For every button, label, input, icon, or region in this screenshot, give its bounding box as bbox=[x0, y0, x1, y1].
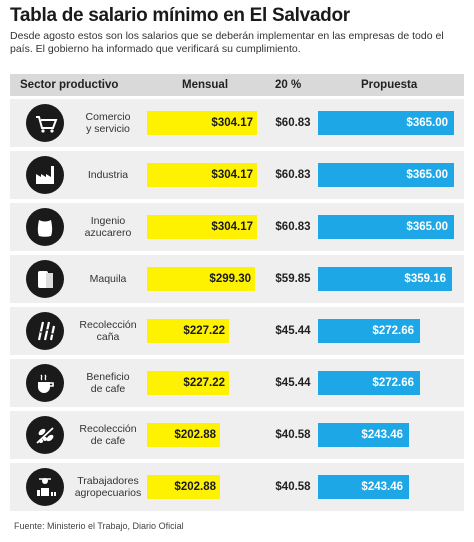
pct-value: $60.83 bbox=[275, 221, 311, 233]
pct-value: $60.83 bbox=[275, 169, 311, 181]
coffee-branch-icon bbox=[26, 416, 64, 454]
propuesta-bar bbox=[318, 371, 420, 395]
mensual-bar bbox=[147, 267, 255, 291]
sector-label-line: de cafe bbox=[90, 435, 126, 447]
factory-icon bbox=[26, 156, 64, 194]
mensual-value: $227.22 bbox=[183, 325, 225, 337]
sector-label-line: de cafe bbox=[90, 383, 126, 395]
sector-label-line: Comercio bbox=[85, 111, 131, 123]
source-note: Fuente: Ministerio el Trabajo, Diario Of… bbox=[14, 521, 184, 531]
sector-label-line: y servicio bbox=[86, 123, 130, 135]
shopping-cart-icon bbox=[26, 104, 64, 142]
pct-value: $45.44 bbox=[275, 377, 311, 389]
sector-label-line: Recolección bbox=[79, 423, 137, 435]
sugarcane-icon bbox=[26, 312, 64, 350]
propuesta-bar bbox=[318, 475, 409, 499]
propuesta-value: $359.16 bbox=[404, 273, 446, 285]
sector-label-line: Recolección bbox=[79, 319, 137, 331]
pct-value: $45.44 bbox=[275, 325, 311, 337]
propuesta-bar bbox=[318, 215, 454, 239]
farm-worker-icon bbox=[26, 468, 64, 506]
sugar-sack-icon bbox=[26, 208, 64, 246]
sector-label: Ingenio azucarero bbox=[68, 215, 148, 239]
mensual-value: $304.17 bbox=[211, 221, 253, 233]
header-mensual: Mensual bbox=[182, 79, 229, 91]
propuesta-value: $365.00 bbox=[406, 117, 448, 129]
mensual-value: $227.22 bbox=[183, 377, 225, 389]
header-propuesta: Propuesta bbox=[361, 79, 418, 91]
mensual-value: $304.17 bbox=[211, 117, 253, 129]
sector-label: Beneficio de cafe bbox=[68, 371, 148, 395]
header-pct: 20 % bbox=[275, 79, 302, 91]
pct-value: $59.85 bbox=[275, 273, 311, 285]
chart-title: Tabla de salario mínimo en El Salvador bbox=[10, 5, 350, 26]
mensual-bar bbox=[147, 423, 220, 447]
pct-value: $60.83 bbox=[275, 117, 311, 129]
pct-value: $40.58 bbox=[275, 481, 311, 493]
chart-subtitle: Desde agosto estos son los salarios que … bbox=[10, 30, 444, 55]
propuesta-value: $365.00 bbox=[406, 169, 448, 181]
mensual-bar bbox=[147, 319, 229, 343]
pct-value: $40.58 bbox=[275, 429, 311, 441]
sector-label: Comercio y servicio bbox=[68, 111, 148, 135]
propuesta-value: $243.46 bbox=[361, 481, 403, 493]
sector-label: Recolección de cafe bbox=[68, 423, 148, 447]
sector-label-line: azucarero bbox=[84, 227, 132, 239]
mensual-value: $299.30 bbox=[209, 273, 251, 285]
propuesta-bar bbox=[318, 319, 420, 343]
table-header bbox=[10, 74, 464, 96]
sector-label-line: Trabajadores bbox=[77, 475, 139, 487]
sector-label-line: caña bbox=[96, 331, 120, 343]
mensual-value: $202.88 bbox=[174, 481, 216, 493]
sector-label: Maquila bbox=[68, 273, 148, 285]
sector-label-line: Beneficio bbox=[86, 371, 130, 383]
propuesta-bar bbox=[318, 111, 454, 135]
mensual-bar bbox=[147, 215, 257, 239]
mensual-bar bbox=[147, 371, 229, 395]
sector-label: Industria bbox=[68, 169, 148, 181]
mensual-value: $202.88 bbox=[174, 429, 216, 441]
mensual-value: $304.17 bbox=[211, 169, 253, 181]
sector-label-line: Ingenio bbox=[90, 215, 126, 227]
propuesta-value: $272.66 bbox=[372, 325, 414, 337]
sector-label: Trabajadores agropecuarios bbox=[68, 475, 148, 499]
sector-label: Recolección caña bbox=[68, 319, 148, 343]
propuesta-value: $365.00 bbox=[406, 221, 448, 233]
propuesta-value: $243.46 bbox=[361, 429, 403, 441]
header-sector: Sector productivo bbox=[20, 79, 119, 91]
mensual-bar bbox=[147, 475, 220, 499]
propuesta-bar bbox=[318, 267, 452, 291]
mensual-bar bbox=[147, 111, 257, 135]
fabric-roll-icon bbox=[26, 260, 64, 298]
propuesta-bar bbox=[318, 423, 409, 447]
sector-label-line: Maquila bbox=[89, 273, 127, 285]
coffee-cup-icon bbox=[26, 364, 64, 402]
sector-label-line: Industria bbox=[87, 169, 129, 181]
propuesta-bar bbox=[318, 163, 454, 187]
sector-label-line: agropecuarios bbox=[74, 487, 142, 499]
mensual-bar bbox=[147, 163, 257, 187]
propuesta-value: $272.66 bbox=[372, 377, 414, 389]
